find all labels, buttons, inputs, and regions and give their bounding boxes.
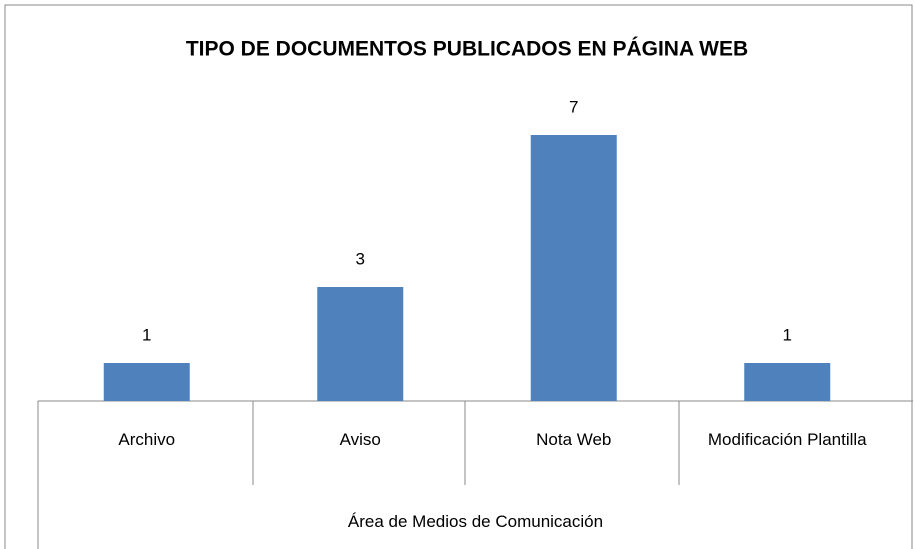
x-tick-label: Modificación Plantilla <box>707 430 867 449</box>
chart-title: TIPO DE DOCUMENTOS PUBLICADOS EN PÁGINA … <box>186 38 748 61</box>
data-label: 3 <box>356 249 365 268</box>
bar <box>317 287 404 401</box>
bar <box>530 135 617 401</box>
bar <box>744 363 831 401</box>
bar <box>103 363 190 401</box>
data-label: 7 <box>569 97 578 116</box>
chart-border <box>4 4 913 549</box>
x-axis-label: Área de Medios de Comunicación <box>347 512 604 531</box>
x-tick-label: Nota Web <box>536 430 612 449</box>
data-label: 1 <box>142 325 151 344</box>
data-label: 1 <box>783 325 792 344</box>
x-tick-label: Archivo <box>118 430 176 449</box>
x-tick-label: Aviso <box>339 430 381 449</box>
